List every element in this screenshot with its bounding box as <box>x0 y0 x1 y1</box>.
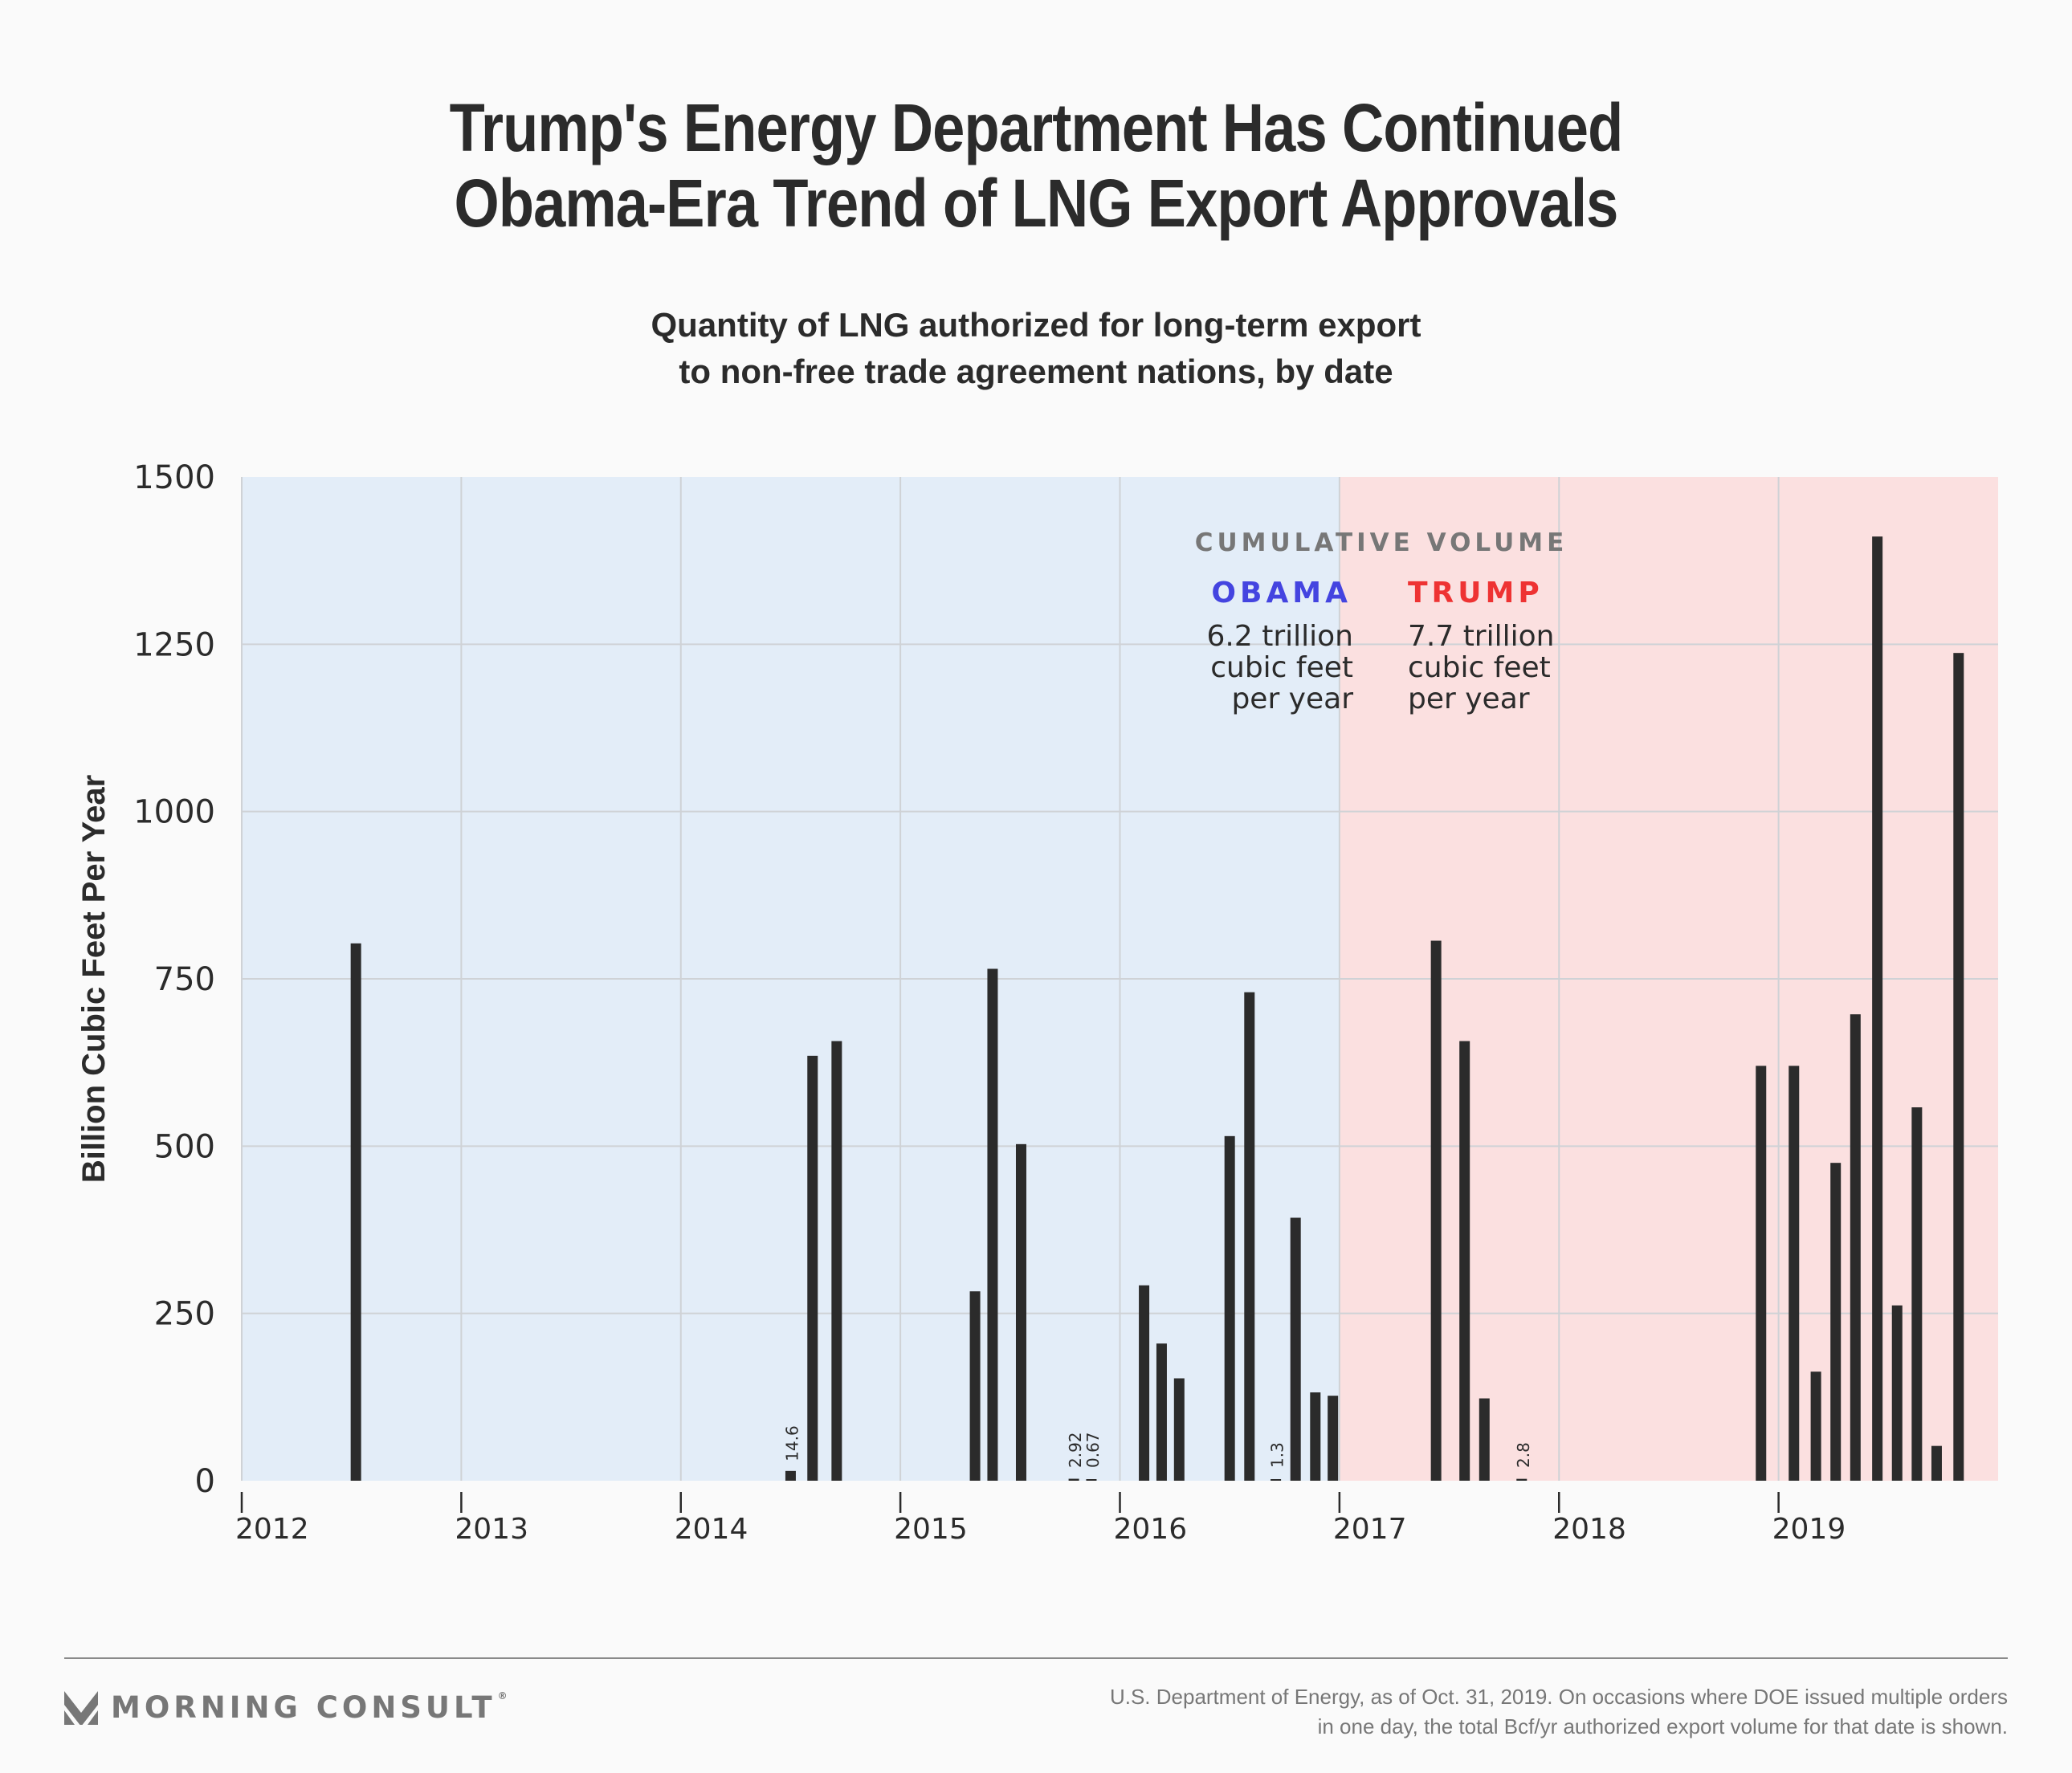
footer-divider <box>64 1657 2008 1659</box>
source-line-2: in one day, the total Bcf/yr authorized … <box>1317 1714 2008 1738</box>
bar <box>807 1055 818 1481</box>
x-tick-label: 2019 <box>1772 1513 1846 1546</box>
trump-label: TRUMP <box>1408 577 1544 609</box>
bar <box>1244 992 1255 1481</box>
chart-subtitle: Quantity of LNG authorized for long-term… <box>0 302 2072 395</box>
bar <box>1310 1392 1321 1481</box>
bar <box>785 1470 796 1481</box>
bar <box>1891 1305 1903 1481</box>
chart-subtitle-line-2: to non-free trade agreement nations, by … <box>679 353 1393 390</box>
bar-value-label: 14.6 <box>782 1425 801 1461</box>
bar-value-label: 2.8 <box>1514 1442 1533 1468</box>
bar <box>969 1291 981 1481</box>
bar <box>1015 1143 1026 1481</box>
chart-title: Trump's Energy Department Has Continued … <box>145 90 1927 241</box>
registered-mark: ® <box>497 1690 512 1702</box>
y-tick-label: 750 <box>154 961 215 998</box>
bar-value-label: 2.92 <box>1066 1432 1085 1468</box>
y-tick-label: 1000 <box>133 794 215 831</box>
obama-volume-line-3: per year <box>1231 683 1353 715</box>
bar <box>1872 536 1883 1481</box>
trump-volume-line-2: cubic feet <box>1408 651 1551 684</box>
y-tick-label: 1500 <box>133 459 215 496</box>
bar <box>1086 1479 1097 1481</box>
bar <box>1173 1378 1185 1481</box>
x-tick-label: 2016 <box>1114 1513 1188 1546</box>
x-tick-label: 2017 <box>1333 1513 1407 1546</box>
y-tick-label: 0 <box>195 1463 215 1500</box>
bar <box>1850 1014 1861 1481</box>
logo-wordmark-text: MORNING CONSULT <box>111 1690 496 1725</box>
x-tick-label: 2015 <box>894 1513 968 1546</box>
bar <box>831 1041 842 1481</box>
bars <box>350 536 1964 1481</box>
morning-consult-chevron-icon <box>64 1690 98 1725</box>
bar <box>1271 1479 1282 1481</box>
x-tick-label: 2013 <box>455 1513 528 1546</box>
y-axis-label: Billion Cubic Feet Per Year <box>76 775 112 1183</box>
bar <box>1479 1398 1490 1481</box>
source-note: U.S. Department of Energy, as of Oct. 31… <box>964 1682 2008 1742</box>
bar <box>1328 1396 1339 1481</box>
bar <box>1756 1066 1767 1481</box>
y-axis: 0 250 500 750 1000 1250 1500 <box>133 459 215 1500</box>
bar <box>1459 1041 1470 1481</box>
x-tick-label: 2018 <box>1552 1513 1626 1546</box>
bar-labels: 14.6 2.920.67 1.3 2.8 <box>782 1425 1532 1468</box>
bar <box>987 968 998 1481</box>
trump-volume-line-1: 7.7 trillion <box>1408 620 1554 653</box>
bar <box>1139 1285 1150 1481</box>
bar <box>1430 940 1442 1481</box>
bar-chart: 14.6 2.920.67 1.3 2.8 0 250 500 750 1000 1250 150… <box>76 459 1998 1546</box>
bar <box>1810 1372 1821 1481</box>
bar <box>1830 1163 1842 1481</box>
bar <box>1789 1066 1800 1481</box>
obama-volume-line-1: 6.2 trillion <box>1207 620 1353 653</box>
bar <box>1224 1135 1235 1481</box>
bar <box>1953 653 1964 1481</box>
bar <box>1911 1107 1923 1481</box>
bar <box>350 943 361 1481</box>
chart-title-line-1: Trump's Energy Department Has Continued <box>449 90 1624 165</box>
x-axis: 2012 2013 2014 2015 2016 2017 2018 2019 <box>235 1492 1846 1546</box>
logo-wordmark: MORNING CONSULT ® <box>111 1690 512 1725</box>
morning-consult-logo: MORNING CONSULT ® <box>64 1690 512 1725</box>
trump-volume-line-3: per year <box>1408 683 1530 715</box>
chart-subtitle-line-1: Quantity of LNG authorized for long-term… <box>651 306 1421 344</box>
bar <box>1156 1343 1167 1481</box>
x-tick-label: 2014 <box>675 1513 748 1546</box>
obama-label: OBAMA <box>1211 577 1352 609</box>
y-tick-label: 1250 <box>133 626 215 663</box>
bar <box>1516 1478 1527 1481</box>
y-tick-label: 500 <box>154 1128 215 1165</box>
bar-value-label: 1.3 <box>1268 1442 1287 1468</box>
bar-value-label: 0.67 <box>1083 1432 1103 1468</box>
y-tick-label: 250 <box>154 1296 215 1333</box>
bar <box>1290 1217 1301 1481</box>
bar <box>1068 1478 1079 1481</box>
gridlines <box>241 477 1998 1481</box>
cumulative-volume-annotation: CUMULATIVE VOLUME OBAMA 6.2 trillion cub… <box>1195 528 1568 715</box>
obama-volume-line-2: cubic feet <box>1210 651 1353 684</box>
x-tick-label: 2012 <box>235 1513 309 1546</box>
chart-title-line-2: Obama-Era Trend of LNG Export Approvals <box>454 165 1619 241</box>
source-line-1: U.S. Department of Energy, as of Oct. 31… <box>1109 1685 2008 1709</box>
bar <box>1931 1445 1942 1481</box>
cumulative-volume-heading: CUMULATIVE VOLUME <box>1195 528 1568 557</box>
